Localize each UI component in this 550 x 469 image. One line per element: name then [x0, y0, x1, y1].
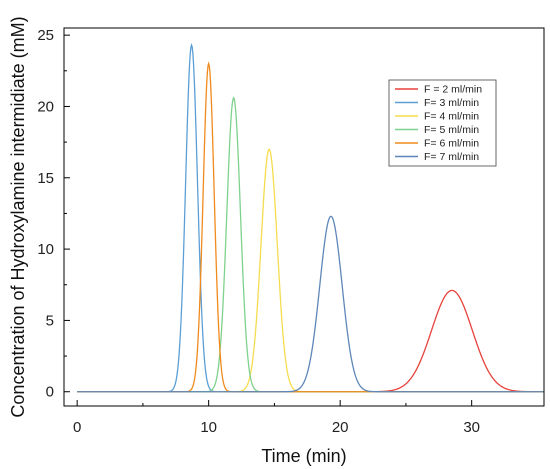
- legend-box: [388, 79, 497, 167]
- y-tick-label: 20: [37, 98, 54, 115]
- legend-label: F= 3 ml/min: [424, 97, 479, 109]
- y-tick-label: 0: [46, 384, 54, 401]
- x-axis: 0 10 20 30: [73, 400, 480, 436]
- x-tick-label: 30: [463, 419, 480, 436]
- y-tick-label: 15: [37, 170, 54, 187]
- x-axis-title: Time (min): [261, 446, 346, 466]
- x-tick-label: 10: [200, 419, 217, 436]
- y-axis: 0 5 10 15 20 25: [37, 27, 70, 401]
- series-layer: [77, 42, 544, 393]
- legend-label: F= 4 ml/min: [424, 111, 479, 123]
- y-axis-title: Concentration of Hydroxylamine intermidi…: [8, 16, 28, 417]
- legend-label: F= 6 ml/min: [424, 138, 479, 150]
- series-line-6: [77, 215, 544, 393]
- x-tick-label: 0: [73, 419, 81, 436]
- series-line-1: [77, 289, 544, 393]
- legend-label: F= 5 ml/min: [424, 124, 479, 136]
- series-line-3: [77, 148, 544, 393]
- plot-frame: [63, 27, 545, 407]
- x-tick-label: 20: [332, 419, 349, 436]
- y-tick-label: 5: [46, 312, 54, 329]
- legend-label: F = 2 ml/min: [424, 84, 482, 96]
- y-tick-label: 25: [37, 27, 54, 44]
- y-tick-label: 10: [37, 241, 54, 258]
- legend-label: F= 7 ml/min: [424, 151, 479, 163]
